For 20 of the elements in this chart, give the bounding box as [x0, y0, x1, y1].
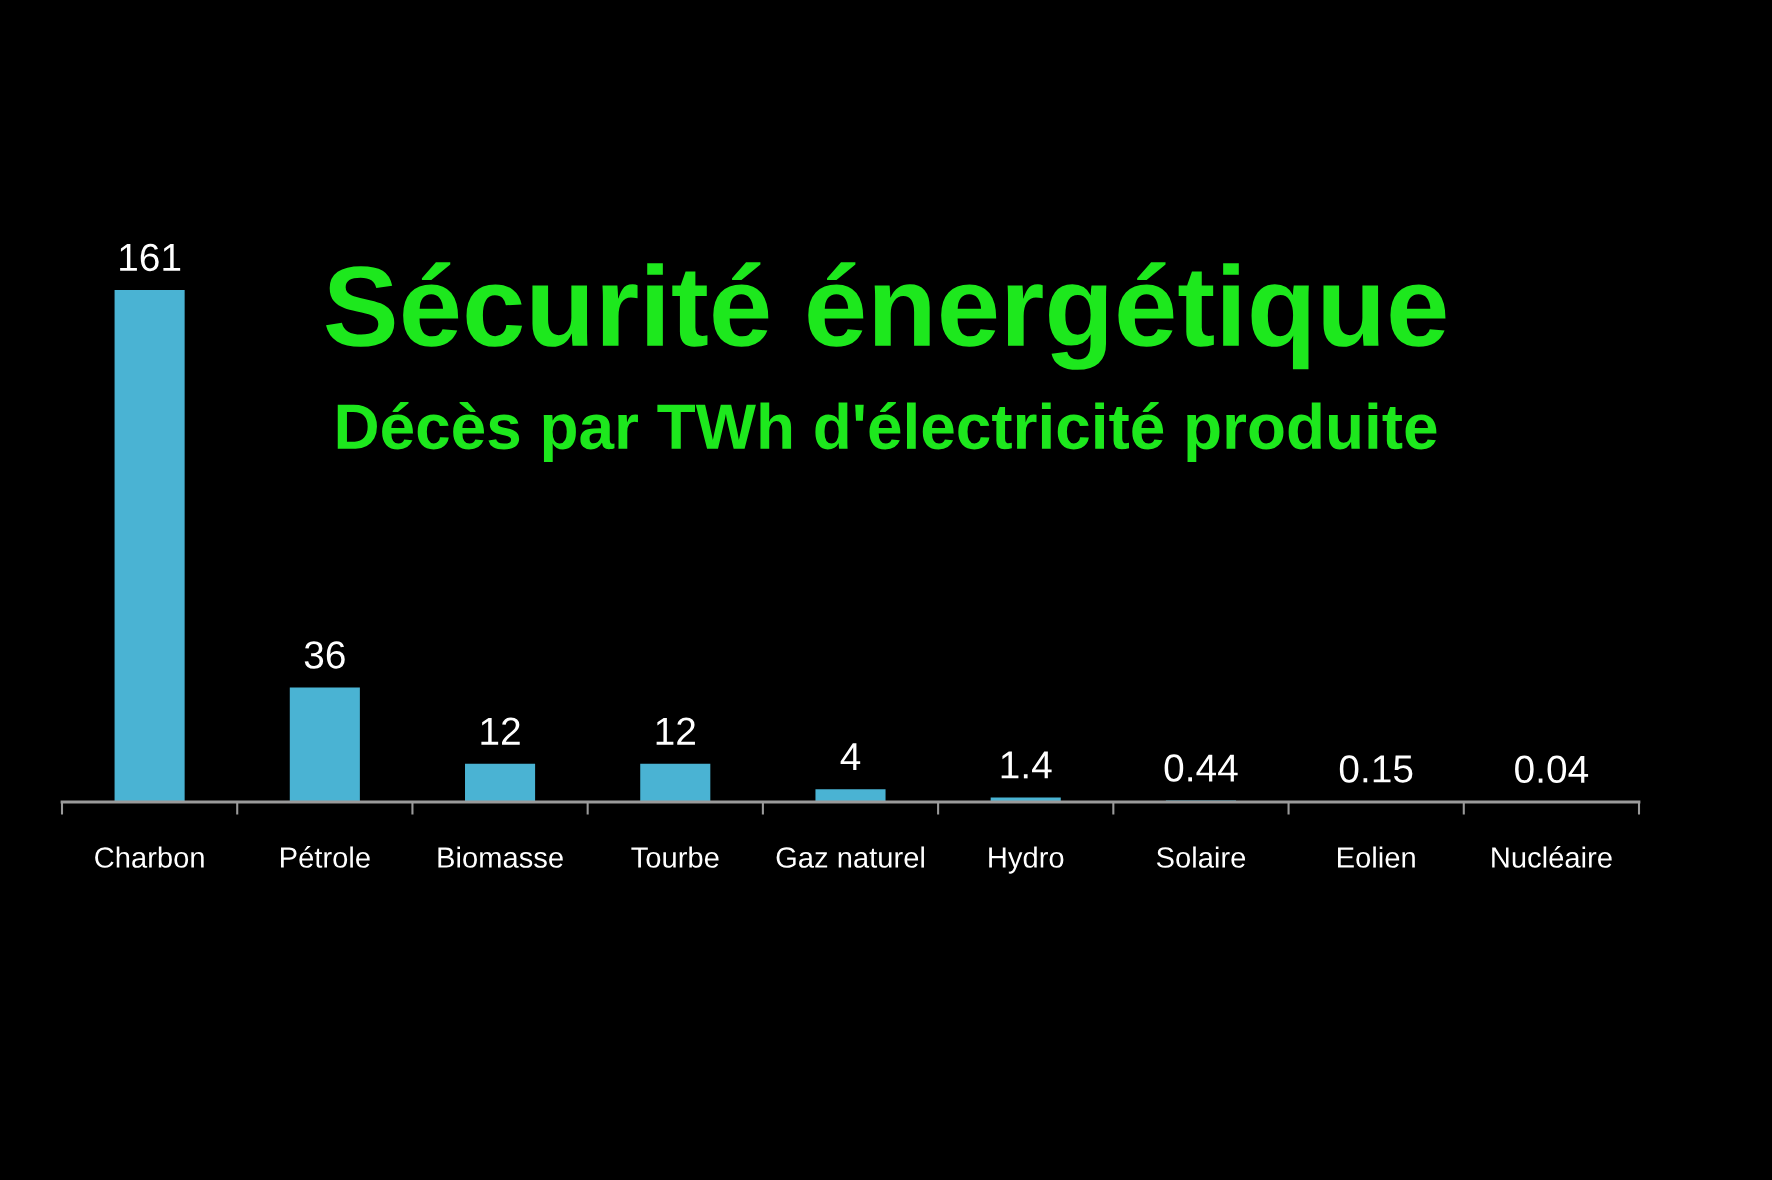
- x-tick-label: Solaire: [1156, 846, 1246, 868]
- data-label: 12: [481, 717, 520, 745]
- x-tick-label: Gaz naturel: [776, 846, 924, 868]
- chart-title: Sécurité énergétique: [326, 262, 1446, 370]
- x-tick-label: Tourbe: [631, 846, 719, 868]
- x-tick-label: Biomasse: [438, 846, 563, 868]
- x-tick-label: Pétrole: [281, 846, 370, 868]
- data-label: 36: [304, 641, 345, 669]
- data-label: 0.44: [1164, 754, 1238, 782]
- text: Décès par TWh d'électricité produite: [337, 401, 1437, 463]
- x-tick-label: Charbon: [95, 846, 204, 868]
- data-label: 4: [840, 743, 861, 771]
- x-tick-label: Nucléaire: [1492, 846, 1612, 868]
- data-label: 1.4: [1001, 751, 1052, 779]
- data-label: 161: [120, 243, 181, 272]
- x-tick-label: Eolien: [1338, 846, 1415, 868]
- data-label: 0.04: [1515, 755, 1589, 784]
- data-label: 0.15: [1339, 755, 1413, 783]
- data-label: 12: [656, 717, 695, 745]
- x-tick-label: Hydro: [989, 846, 1064, 874]
